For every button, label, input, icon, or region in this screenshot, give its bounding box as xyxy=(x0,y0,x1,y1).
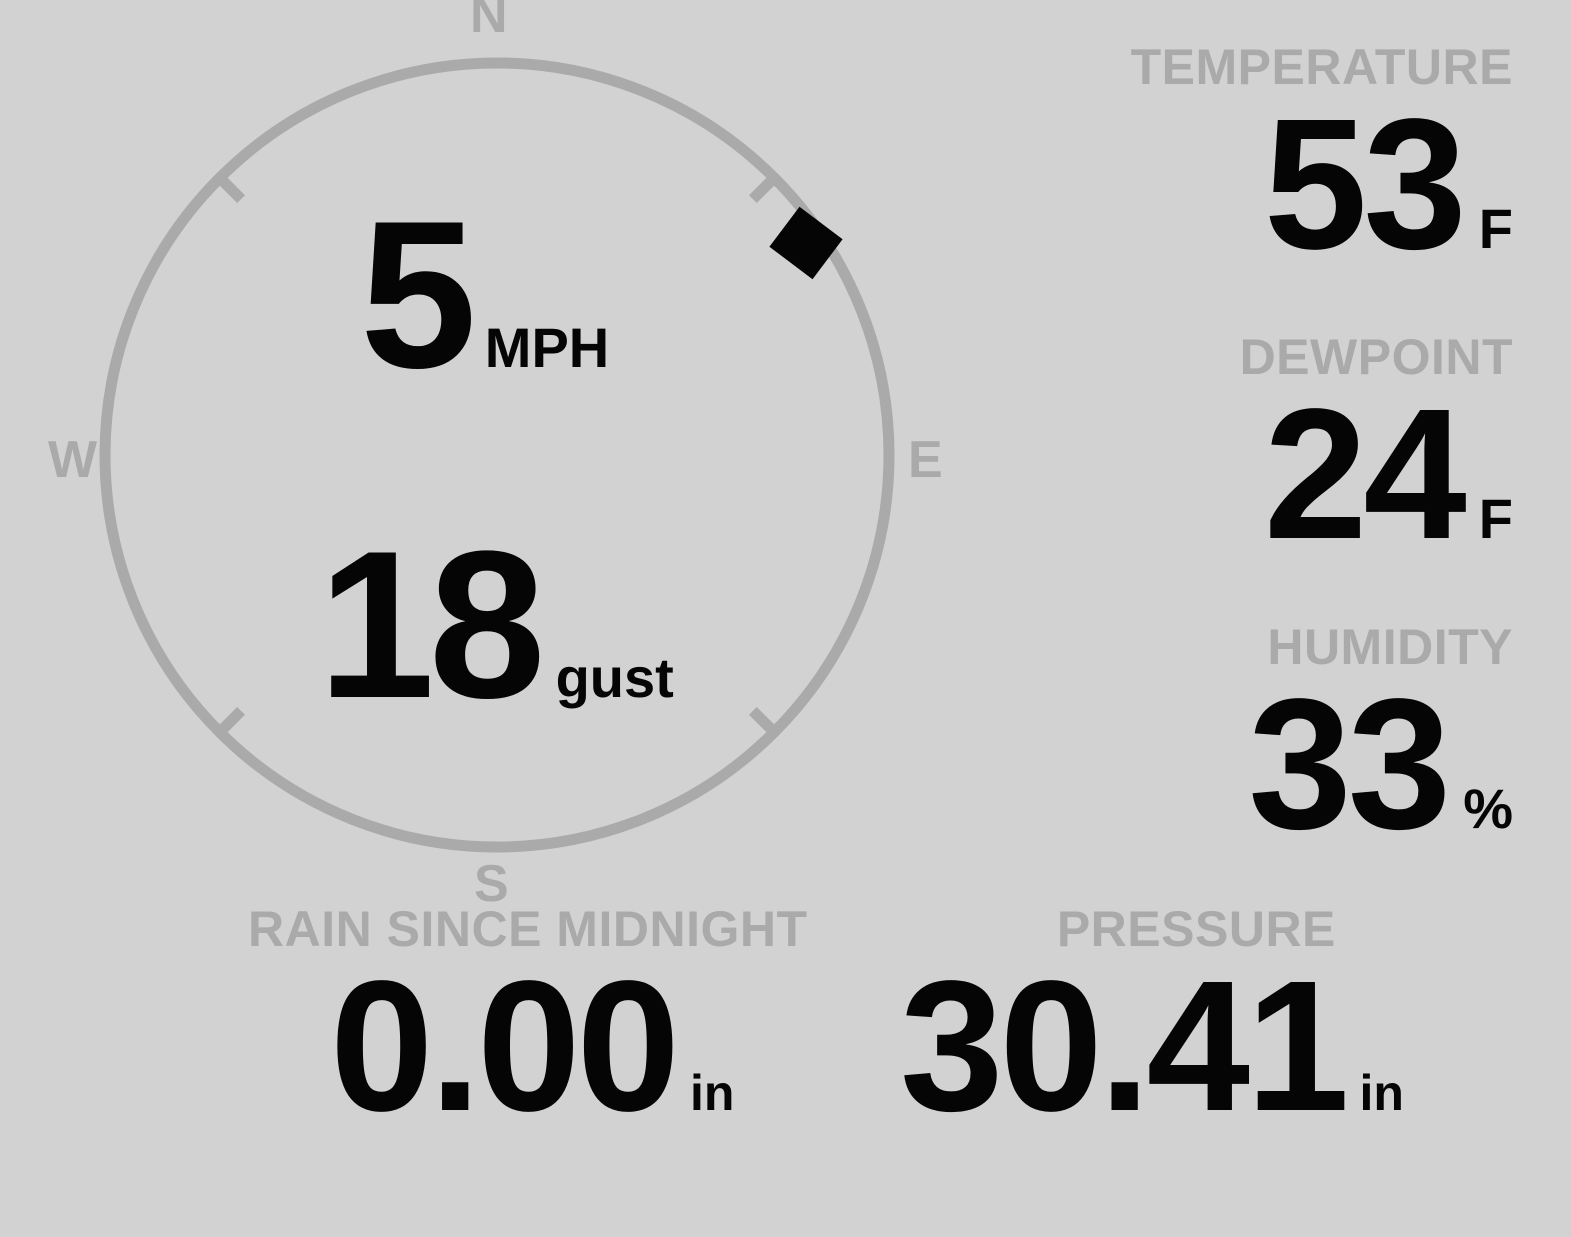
rain-value: 0.00 xyxy=(330,943,680,1150)
dewpoint-unit: F xyxy=(1478,487,1513,550)
dewpoint-readout: 24 F xyxy=(1240,382,1513,568)
temperature-value: 53 xyxy=(1263,81,1467,288)
dewpoint-panel: DEWPOINT 24 F xyxy=(1240,332,1513,568)
dewpoint-label: DEWPOINT xyxy=(1239,329,1513,385)
compass-tick-ne xyxy=(749,173,779,203)
compass-label-west: W xyxy=(48,431,98,489)
pressure-unit: in xyxy=(1359,1065,1404,1121)
pressure-label: PRESSURE xyxy=(1056,901,1336,957)
temperature-panel: TEMPERATURE 53 F xyxy=(1131,42,1513,278)
wind-compass: N E S W 5 MPH 18 gust xyxy=(0,0,1000,940)
compass-dial-graphic xyxy=(99,57,895,853)
compass-ring xyxy=(99,57,895,853)
rain-label: RAIN SINCE MIDNIGHT xyxy=(248,901,808,957)
compass-tick-se xyxy=(749,707,779,737)
dewpoint-value: 24 xyxy=(1263,371,1467,578)
compass-tick-marks xyxy=(215,173,779,737)
humidity-value: 33 xyxy=(1248,661,1451,868)
wind-speed-readout: 5 MPH xyxy=(360,190,609,400)
pressure-value: 30.41 xyxy=(900,943,1349,1150)
temperature-readout: 53 F xyxy=(1131,92,1513,278)
compass-label-east: E xyxy=(908,431,943,489)
pressure-readout: 30.41 in xyxy=(900,954,1404,1140)
compass-tick-sw xyxy=(215,707,245,737)
rain-panel: RAIN SINCE MIDNIGHT 0.00 in xyxy=(248,904,808,1140)
wind-gust-value: 18 xyxy=(318,507,546,742)
wind-speed-value: 5 xyxy=(360,177,477,412)
wind-gust-readout: 18 gust xyxy=(318,520,674,730)
humidity-panel: HUMIDITY 33 % xyxy=(1248,622,1513,858)
wind-gust-unit: gust xyxy=(555,646,674,709)
temperature-label: TEMPERATURE xyxy=(1130,39,1513,95)
rain-readout: 0.00 in xyxy=(248,954,808,1140)
humidity-unit: % xyxy=(1463,777,1513,840)
rain-unit: in xyxy=(690,1065,735,1121)
wind-direction-marker xyxy=(769,206,843,280)
compass-tick-nw xyxy=(215,173,245,203)
humidity-label: HUMIDITY xyxy=(1267,619,1513,675)
compass-label-south: S xyxy=(474,855,509,913)
temperature-unit: F xyxy=(1478,197,1513,260)
humidity-readout: 33 % xyxy=(1248,672,1513,858)
compass-label-north: N xyxy=(470,0,508,44)
pressure-panel: PRESSURE 30.41 in xyxy=(900,904,1404,1140)
wind-speed-unit: MPH xyxy=(484,316,610,379)
